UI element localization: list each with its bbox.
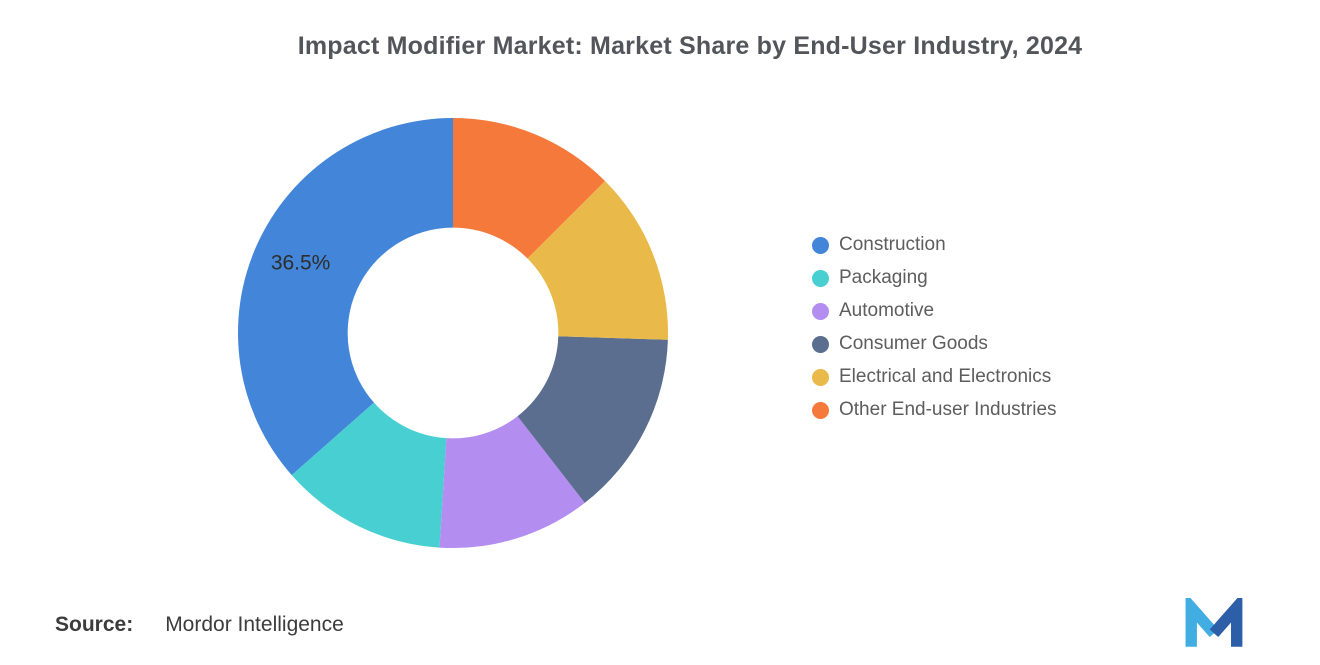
slice-automotive [439,416,585,549]
source-value: Mordor Intelligence [165,613,344,636]
legend-label: Other End-user Industries [839,399,1057,420]
slice-construction [238,118,453,476]
legend-swatch-icon [812,368,829,386]
legend: Construction Packaging Automotive Consumer … [812,234,1057,421]
slice-consumer-goods [517,336,668,503]
legend-label: Consumer Goods [839,333,988,354]
legend-swatch-icon [812,401,829,419]
legend-label: Packaging [839,267,928,288]
legend-label: Electrical and Electronics [839,366,1052,387]
source-line: Source: Mordor Intelligence [55,613,344,637]
legend-swatch-icon [812,236,829,254]
legend-item-automotive: Automotive [812,300,1057,322]
legend-swatch-icon [812,269,829,287]
legend-item-electrical-and-electronics: Electrical and Electronics [812,366,1057,388]
data-label-construction: 36.5% [271,252,331,275]
logo-stroke [1209,598,1243,647]
legend-swatch-icon [812,335,829,353]
mordor-intelligence-logo [1185,598,1243,647]
legend-item-other-end-user-industries: Other End-user Industries [812,399,1057,421]
legend-item-packaging: Packaging [812,267,1057,289]
slice-packaging [291,402,447,548]
source-label: Source: [55,613,134,636]
donut-chart: 36.5% [238,117,668,549]
slice-electrical-and-electronics [527,180,668,340]
legend-swatch-icon [812,302,829,320]
legend-item-consumer-goods: Consumer Goods [812,333,1057,355]
logo-stroke [1185,598,1219,647]
slice-other-end-user-industries [453,117,606,259]
legend-item-construction: Construction [812,234,1057,256]
legend-label: Construction [839,234,946,255]
chart-title: Impact Modifier Market: Market Share by … [297,32,1083,60]
legend-label: Automotive [839,300,935,321]
